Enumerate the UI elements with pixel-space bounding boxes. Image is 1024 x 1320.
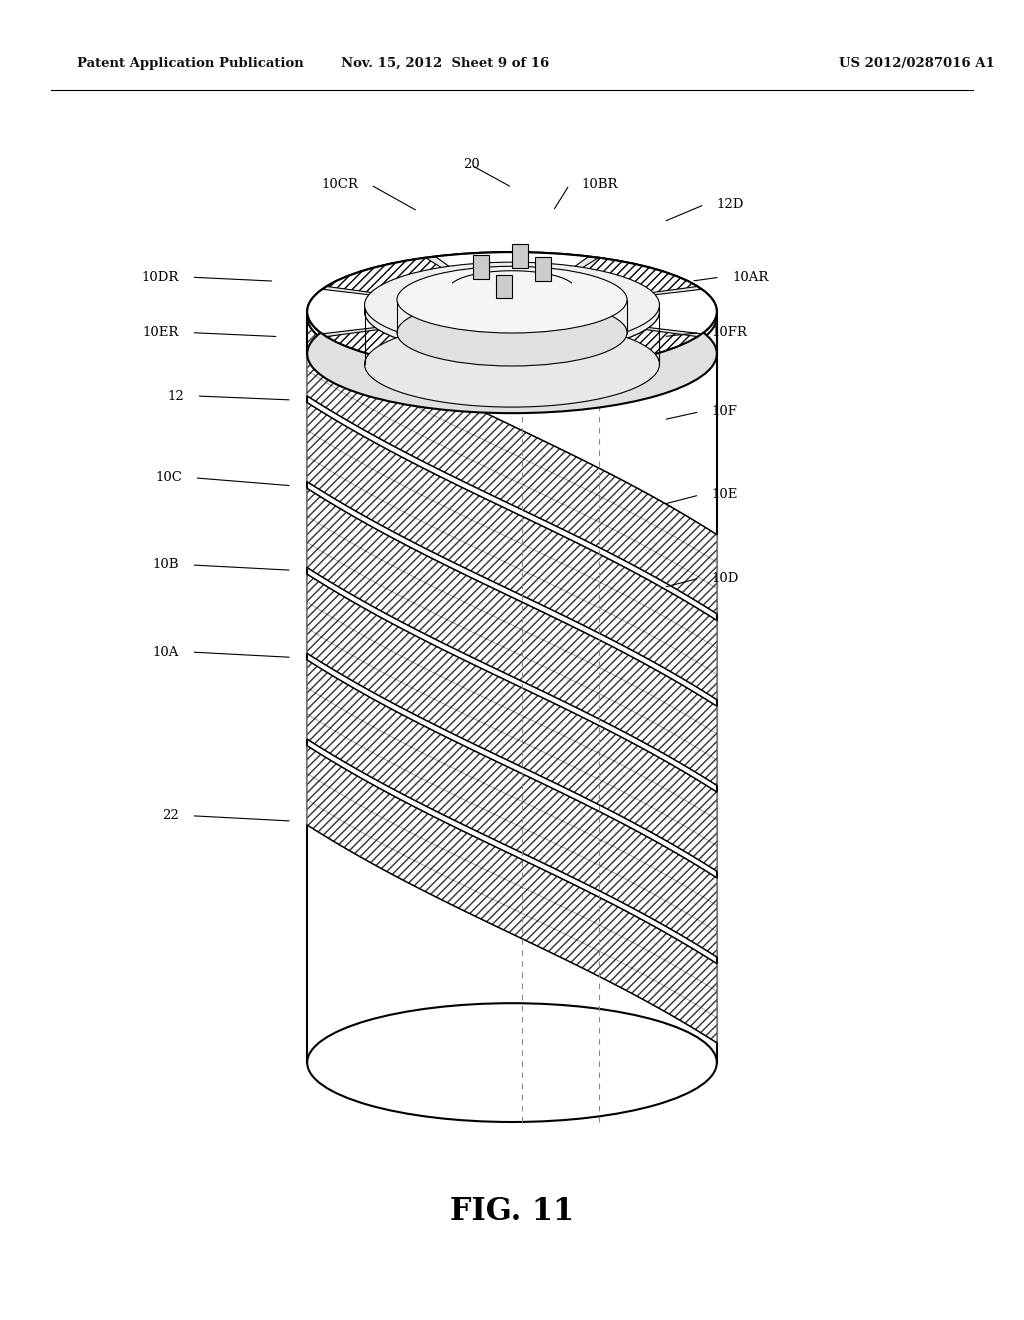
Text: 10F: 10F [712,405,737,418]
Text: Patent Application Publication: Patent Application Publication [77,57,303,70]
Polygon shape [307,660,717,957]
Text: US 2012/0287016 A1: US 2012/0287016 A1 [839,57,994,70]
Polygon shape [496,275,512,298]
Polygon shape [435,252,589,272]
Text: 10E: 10E [712,488,738,502]
Polygon shape [574,257,697,293]
Polygon shape [574,330,697,366]
Polygon shape [327,330,450,366]
Ellipse shape [307,294,717,413]
Polygon shape [512,244,528,268]
Text: 10C: 10C [156,471,182,484]
Text: 10D: 10D [712,572,739,585]
Ellipse shape [307,257,717,376]
Ellipse shape [397,300,627,366]
Text: 10DR: 10DR [142,271,179,284]
Text: Nov. 15, 2012  Sheet 9 of 16: Nov. 15, 2012 Sheet 9 of 16 [341,57,550,70]
Polygon shape [435,351,589,371]
Text: 12: 12 [168,389,184,403]
Text: 10BR: 10BR [582,178,618,191]
Polygon shape [307,403,717,700]
Polygon shape [307,660,717,957]
Ellipse shape [365,269,659,354]
Text: 20: 20 [463,158,479,172]
Ellipse shape [307,1003,717,1122]
Ellipse shape [365,322,659,407]
Text: 10FR: 10FR [712,326,748,339]
Polygon shape [307,488,717,785]
Polygon shape [307,488,717,785]
Polygon shape [307,403,717,700]
Text: 10CR: 10CR [322,178,358,191]
Polygon shape [307,317,717,614]
Text: 10ER: 10ER [142,326,179,339]
Polygon shape [473,255,489,279]
Text: FIG. 11: FIG. 11 [450,1196,574,1228]
Text: 10A: 10A [153,645,179,659]
Polygon shape [327,257,450,293]
Polygon shape [307,746,717,1043]
Ellipse shape [365,263,659,347]
Text: 10B: 10B [153,558,179,572]
Ellipse shape [307,252,717,371]
Polygon shape [307,317,717,614]
Polygon shape [307,289,375,334]
Polygon shape [307,574,717,871]
Ellipse shape [397,267,627,333]
Text: 12D: 12D [717,198,744,211]
Text: 10AR: 10AR [732,271,769,284]
Text: 22: 22 [163,809,179,822]
Polygon shape [649,289,717,334]
Polygon shape [307,574,717,871]
Polygon shape [535,257,551,281]
Polygon shape [307,746,717,1043]
